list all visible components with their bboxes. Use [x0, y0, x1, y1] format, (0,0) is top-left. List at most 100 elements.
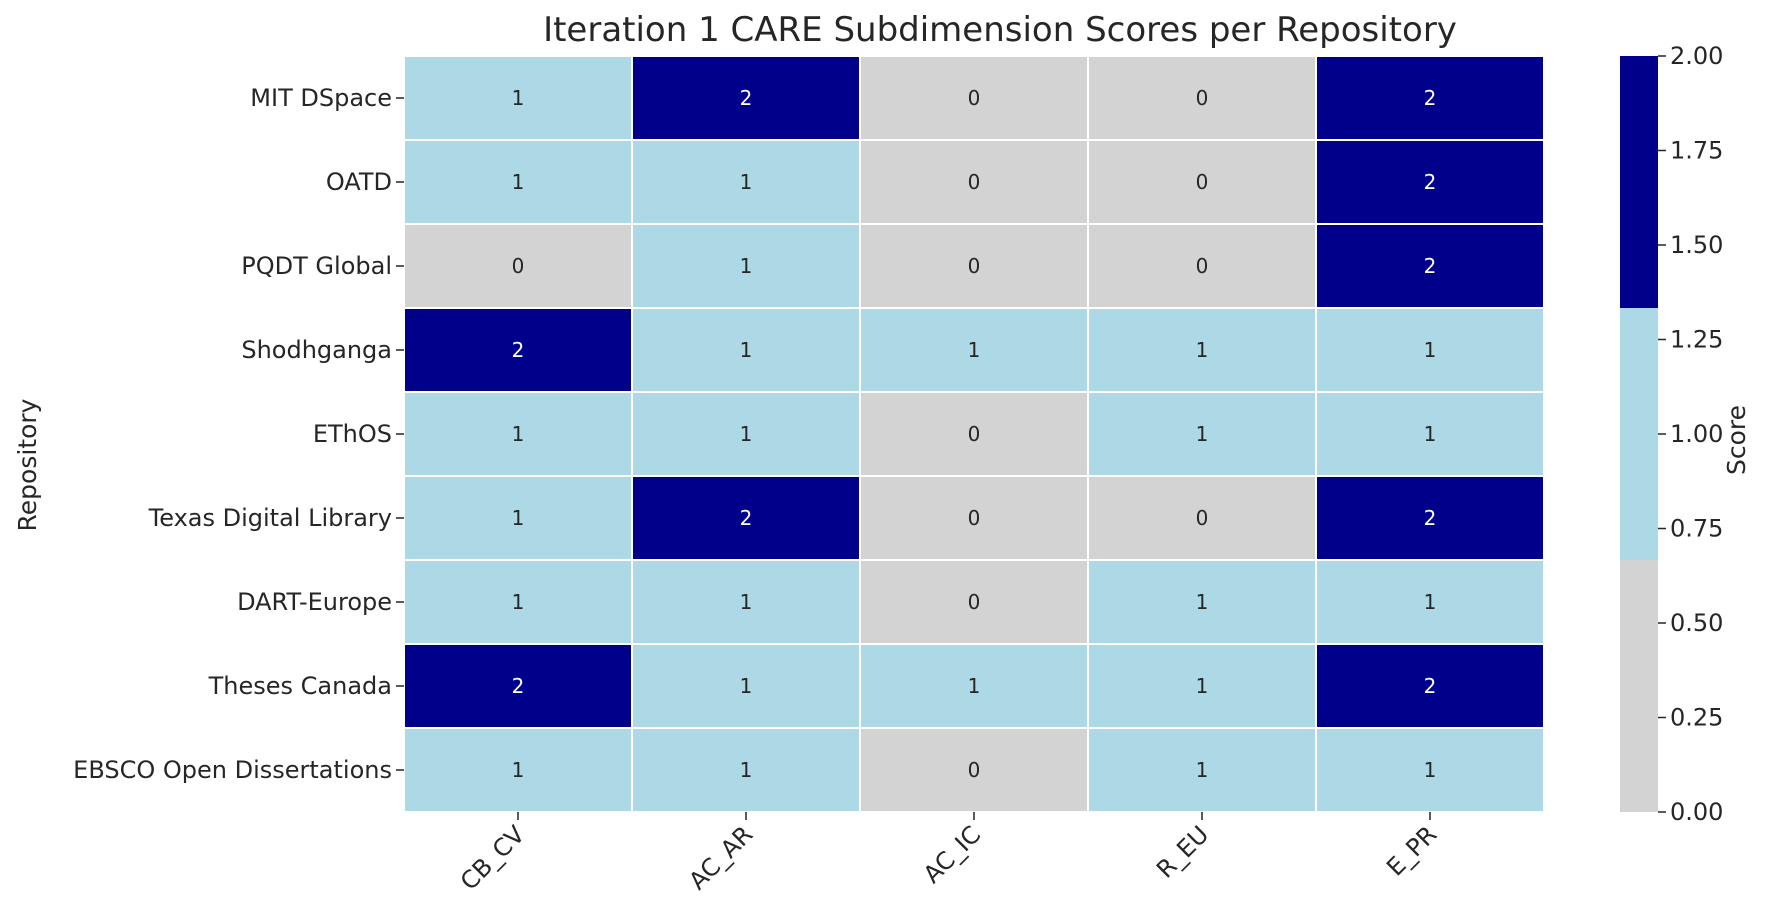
cell-value-label: 1: [740, 674, 753, 698]
cell-value-label: 1: [740, 590, 753, 614]
cell-mit-dspace-ac-ar: [631, 55, 861, 141]
colorbar-tick-label: 0.75: [1670, 515, 1723, 543]
cell-value-label: 2: [740, 506, 753, 530]
cell-ethos-ac-ic: [859, 391, 1089, 477]
cell-value-label: 1: [512, 758, 525, 782]
cell-theses-canada-cb-cv: [403, 643, 633, 729]
colorbar: 0.00 0.25 0.50 0.75 1.00 1.25 1.50 1.75 2.00: [1620, 42, 1723, 826]
cell-value-label: 2: [1424, 674, 1437, 698]
cell-value-label: 1: [512, 506, 525, 530]
cell-value-label: 1: [1196, 338, 1209, 362]
y-axis-label: Repository: [13, 398, 42, 531]
y-tick-label: PQDT Global: [241, 252, 392, 280]
cell-texas-digital-library-r-eu: [1087, 475, 1317, 561]
colorbar-segment: [1620, 56, 1658, 308]
cell-value-label: 1: [1196, 758, 1209, 782]
cell-texas-digital-library-ac-ic: [859, 475, 1089, 561]
y-tick-label: MIT DSpace: [250, 84, 392, 112]
cell-ebsco-open-dissertations-ac-ar: [631, 727, 861, 813]
cell-value-label: 1: [512, 422, 525, 446]
x-tick-labels: CB_CV AC_AR AC_IC R_EU E_PR: [455, 812, 1442, 896]
cell-value-label: 1: [1196, 590, 1209, 614]
cell-shodhganga-e-pr: [1315, 307, 1545, 393]
cell-pqdt-global-r-eu: [1087, 223, 1317, 309]
cell-dart-europe-cb-cv: [403, 559, 633, 645]
cell-value-label: 2: [740, 86, 753, 110]
cell-value-label: 1: [512, 86, 525, 110]
x-tick-label: AC_IC: [918, 820, 986, 888]
colorbar-tick-label: 0.00: [1670, 798, 1723, 826]
colorbar-tick-label: 1.00: [1670, 420, 1723, 448]
colorbar-tick-label: 1.75: [1670, 137, 1723, 165]
cell-value-label: 2: [1424, 86, 1437, 110]
x-tick-label: AC_AR: [683, 820, 758, 895]
cell-theses-canada-ac-ar: [631, 643, 861, 729]
cell-ethos-e-pr: [1315, 391, 1545, 477]
cell-value-label: 2: [1424, 254, 1437, 278]
cell-value-label: 0: [968, 254, 981, 278]
cell-value-label: 1: [968, 674, 981, 698]
cell-value-label: 2: [512, 338, 525, 362]
cell-texas-digital-library-e-pr: [1315, 475, 1545, 561]
cell-shodhganga-ac-ar: [631, 307, 861, 393]
cell-ebsco-open-dissertations-e-pr: [1315, 727, 1545, 813]
cell-value-label: 0: [1196, 254, 1209, 278]
cell-value-label: 1: [740, 338, 753, 362]
cell-value-label: 0: [1196, 170, 1209, 194]
cell-value-label: 1: [968, 338, 981, 362]
cell-theses-canada-r-eu: [1087, 643, 1317, 729]
chart-title: Iteration 1 CARE Subdimension Scores per…: [543, 10, 1457, 50]
cell-oatd-e-pr: [1315, 139, 1545, 225]
colorbar-segment: [1620, 308, 1658, 560]
cell-pqdt-global-ac-ar: [631, 223, 861, 309]
y-tick-label: Theses Canada: [208, 672, 392, 700]
cell-theses-canada-e-pr: [1315, 643, 1545, 729]
cell-value-label: 0: [1196, 506, 1209, 530]
x-tick-label: R_EU: [1151, 820, 1214, 883]
cell-oatd-ac-ic: [859, 139, 1089, 225]
y-tick-label: OATD: [326, 168, 392, 196]
cell-value-label: 2: [1424, 506, 1437, 530]
cell-value-label: 1: [740, 170, 753, 194]
cell-value-label: 0: [968, 590, 981, 614]
x-tick-label: E_PR: [1381, 820, 1442, 881]
colorbar-segment: [1620, 560, 1658, 812]
cell-value-label: 1: [1424, 338, 1437, 362]
cell-value-label: 2: [1424, 170, 1437, 194]
colorbar-tick-label: 1.50: [1670, 231, 1723, 259]
y-tick-label: DART-Europe: [237, 588, 392, 616]
colorbar-label: Score: [1722, 405, 1751, 475]
cell-value-label: 0: [1196, 86, 1209, 110]
cell-value-label: 0: [512, 254, 525, 278]
colorbar-tick-label: 0.50: [1670, 609, 1723, 637]
cell-value-label: 0: [968, 422, 981, 446]
cell-shodhganga-r-eu: [1087, 307, 1317, 393]
colorbar-tick-label: 0.25: [1670, 704, 1723, 732]
cell-value-label: 1: [512, 170, 525, 194]
y-tick-label: Texas Digital Library: [148, 504, 392, 532]
cell-texas-digital-library-ac-ar: [631, 475, 861, 561]
cell-value-label: 0: [968, 758, 981, 782]
y-tick-labels: MIT DSpace OATD PQDT Global Shodhganga EThOS…: [73, 84, 404, 784]
cell-value-label: 1: [740, 254, 753, 278]
cell-value-label: 2: [512, 674, 525, 698]
cell-ebsco-open-dissertations-ac-ic: [859, 727, 1089, 813]
cell-value-label: 0: [968, 506, 981, 530]
heatmap-cells: 1 2 0 0 2 1 1 0 0 2 0 1 0 0 2 2 1 1 1 1 1 1 0 1 1 1 2 0 0 2 1 1 0 1 1 2 1 1 1 2…: [403, 55, 1545, 813]
cell-ethos-cb-cv: [403, 391, 633, 477]
cell-value-label: 1: [512, 590, 525, 614]
cell-mit-dspace-ac-ic: [859, 55, 1089, 141]
y-tick-label: Shodhganga: [241, 336, 392, 364]
colorbar-tick-label: 1.25: [1670, 326, 1723, 354]
cell-value-label: 1: [1424, 422, 1437, 446]
cell-value-label: 0: [968, 170, 981, 194]
colorbar-tick-label: 2.00: [1670, 42, 1723, 70]
cell-value-label: 1: [1196, 674, 1209, 698]
cell-value-label: 1: [1424, 590, 1437, 614]
cell-shodhganga-ac-ic: [859, 307, 1089, 393]
y-tick-label: EBSCO Open Dissertations: [73, 756, 392, 784]
x-tick-label: CB_CV: [455, 820, 531, 896]
cell-value-label: 1: [740, 422, 753, 446]
